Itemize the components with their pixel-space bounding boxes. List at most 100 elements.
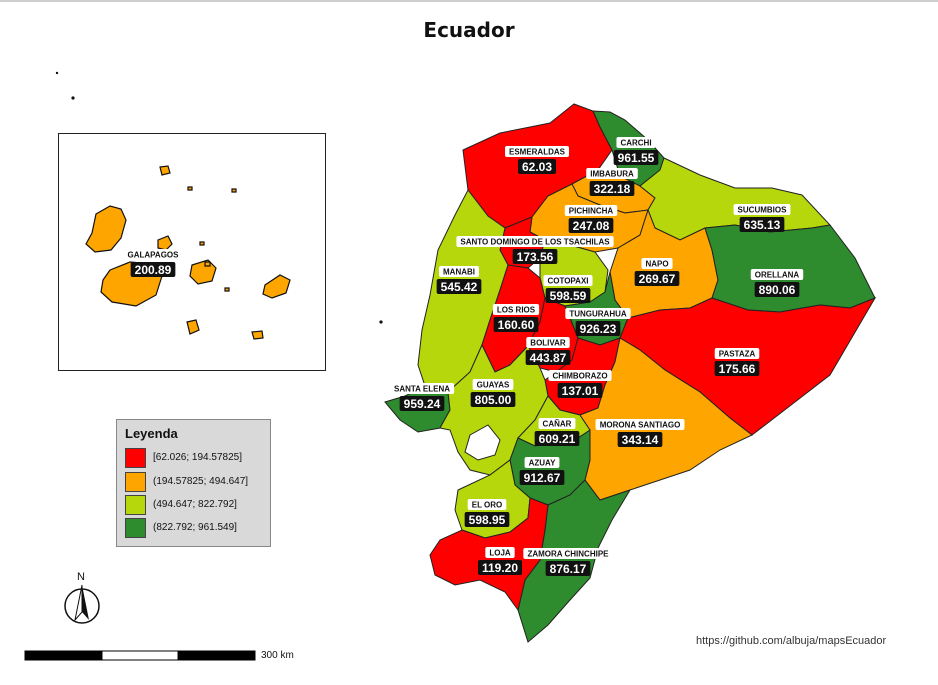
province-value-box — [545, 561, 591, 576]
scale-bar-label: 300 km — [261, 650, 294, 661]
province-value: 876.17 — [550, 562, 587, 576]
legend-item: [62.026; 194.57825] — [125, 448, 265, 470]
province-value: 175.66 — [719, 362, 756, 376]
province-value-box — [613, 150, 659, 165]
province-label: BOLIVAR 443.87 — [525, 337, 571, 365]
legend-swatch — [125, 472, 146, 492]
north-arrow-icon — [64, 584, 100, 624]
province-name: GUAYAS — [477, 381, 510, 390]
province-name-box — [564, 205, 618, 216]
province-name-box — [714, 348, 760, 359]
province-label: CARCHI 961.55 — [613, 137, 659, 165]
province-value-box — [568, 218, 614, 233]
province-label: ZAMORA CHINCHIPE 876.17 — [523, 548, 613, 576]
province-name-box — [526, 337, 570, 348]
province-name: CARCHI — [620, 139, 651, 148]
top-border — [0, 0, 938, 2]
province-value: 343.14 — [622, 433, 659, 447]
province-name-box — [389, 383, 455, 394]
province-value: 137.01 — [562, 384, 599, 398]
province-value: 805.00 — [475, 393, 512, 407]
province-name: ZAMORA CHINCHIPE — [527, 550, 609, 559]
legend-label: (194.57825; 494.647] — [153, 476, 249, 487]
province-name: PICHINCHA — [569, 207, 614, 216]
province-label: NAPO 269.67 — [634, 258, 680, 286]
province-label: LOJA 119.20 — [477, 547, 523, 575]
map-title: Ecuador — [423, 18, 515, 42]
province-value: 443.87 — [530, 351, 567, 365]
province-name-box — [523, 548, 613, 559]
province-value: 609.21 — [539, 432, 576, 446]
province-value: 62.03 — [522, 160, 552, 174]
province-value-box — [714, 361, 760, 376]
legend-swatch — [125, 495, 146, 515]
province-label: SANTA ELENA 959.24 — [389, 383, 455, 411]
province-name: LOS RIOS — [497, 306, 536, 315]
province-label: MANABI 545.42 — [436, 266, 482, 294]
province-label: PICHINCHA 247.08 — [564, 205, 618, 233]
province-name: CHIMBORAZO — [552, 372, 607, 381]
province-name: NAPO — [645, 260, 668, 269]
scale-bar — [24, 650, 256, 661]
province-label: GALAPAGOS 200.89 — [123, 249, 183, 277]
province-label: ORELLANA 890.06 — [750, 269, 804, 297]
province-name: PASTAZA — [719, 350, 756, 359]
province-label: PASTAZA 175.66 — [714, 348, 760, 376]
legend-title: Leyenda — [125, 426, 178, 441]
province-value-box — [477, 560, 523, 575]
province-value-box — [464, 512, 510, 527]
province-value: 890.06 — [759, 283, 796, 297]
province-value-box — [525, 350, 571, 365]
source-credit: https://github.com/albuja/mapsEcuador — [696, 635, 887, 647]
province-value-box — [130, 262, 176, 277]
province-value-box — [436, 279, 482, 294]
legend-label: (494.647; 822.792] — [153, 499, 237, 510]
province-name: LOJA — [489, 549, 511, 558]
province-name-box — [467, 499, 507, 510]
legend-label: (822.792; 961.549] — [153, 522, 237, 533]
province-value: 322.18 — [594, 182, 631, 196]
province-value-box — [754, 282, 800, 297]
province-name-box — [524, 457, 560, 468]
province-name: AZUAY — [529, 459, 556, 468]
province-value-box — [493, 317, 539, 332]
province-value: 200.89 — [135, 263, 172, 277]
province-value-box — [739, 217, 785, 232]
province-value: 269.67 — [639, 272, 676, 286]
province-name: TUNGURAHUA — [569, 310, 627, 319]
province-value: 598.95 — [469, 513, 506, 527]
province-name-box — [641, 258, 673, 269]
legend-item: (822.792; 961.549] — [125, 518, 265, 540]
province-name: GALAPAGOS — [128, 251, 180, 260]
province-label: GUAYAS 805.00 — [470, 379, 516, 407]
province-label: SUCUMBIOS 635.13 — [733, 204, 791, 232]
province-value-box — [589, 181, 635, 196]
province-value: 926.23 — [580, 322, 617, 336]
province-value: 598.59 — [550, 289, 587, 303]
province-name: SANTA ELENA — [394, 385, 450, 394]
province-name: EL ORO — [472, 501, 503, 510]
province-value-box — [557, 383, 603, 398]
province-label: EL ORO 598.95 — [464, 499, 510, 527]
province-value: 959.24 — [404, 397, 441, 411]
province-name-box — [504, 146, 570, 157]
province-value: 119.20 — [482, 561, 518, 575]
province-value-box — [575, 321, 621, 336]
province-name: ORELLANA — [755, 271, 800, 280]
province-value-box — [512, 249, 558, 264]
province-name-box — [492, 304, 540, 315]
province-name-box — [595, 419, 685, 430]
legend-item: (494.647; 822.792] — [125, 495, 265, 517]
north-label: N — [77, 571, 85, 583]
province-name: CAÑAR — [543, 420, 572, 429]
province-name: SANTO DOMINGO DE LOS TSACHILAS — [460, 238, 610, 247]
province-value-box — [545, 288, 591, 303]
province-label: CHIMBORAZO 137.01 — [548, 370, 612, 398]
province-name: ESMERALDAS — [509, 148, 566, 157]
province-value: 545.42 — [441, 280, 478, 294]
province-name-box — [439, 266, 479, 277]
islet — [71, 96, 75, 100]
islet — [379, 320, 383, 324]
province-labels: ESMERALDAS 62.03 CARCHI 961.55 IMBABURA 322.1… — [123, 137, 804, 576]
